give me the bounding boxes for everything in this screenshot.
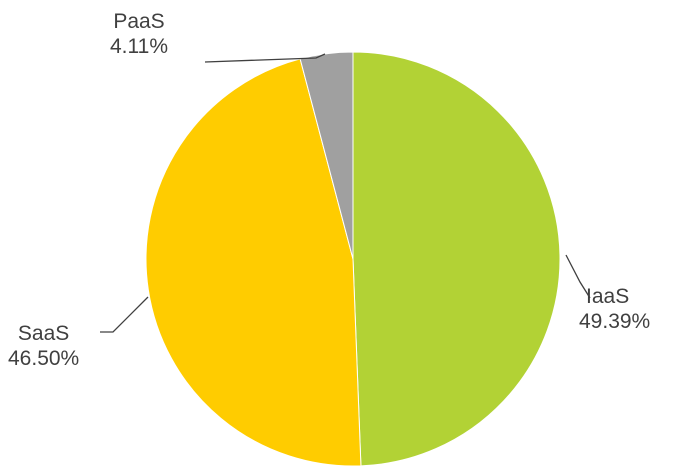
- label-paas: PaaS 4.11%: [110, 9, 168, 59]
- label-saas-percent: 46.50%: [8, 347, 80, 370]
- label-iaas-name: IaaS: [586, 285, 630, 308]
- leader-line-paas: [204, 53, 326, 63]
- label-saas-name: SaaS: [17, 322, 70, 345]
- label-paas-percent: 4.11%: [110, 35, 168, 58]
- pie-slice-iaas: [352, 51, 561, 467]
- leader-line-iaas: [565, 254, 591, 299]
- label-paas-name: PaaS: [113, 10, 165, 33]
- leader-line-saas: [100, 296, 149, 333]
- label-iaas: IaaS 49.39%: [579, 284, 650, 334]
- pie-slice-saas: [145, 58, 362, 467]
- label-saas: SaaS 46.50%: [8, 321, 79, 371]
- label-iaas-percent: 49.39%: [579, 310, 651, 333]
